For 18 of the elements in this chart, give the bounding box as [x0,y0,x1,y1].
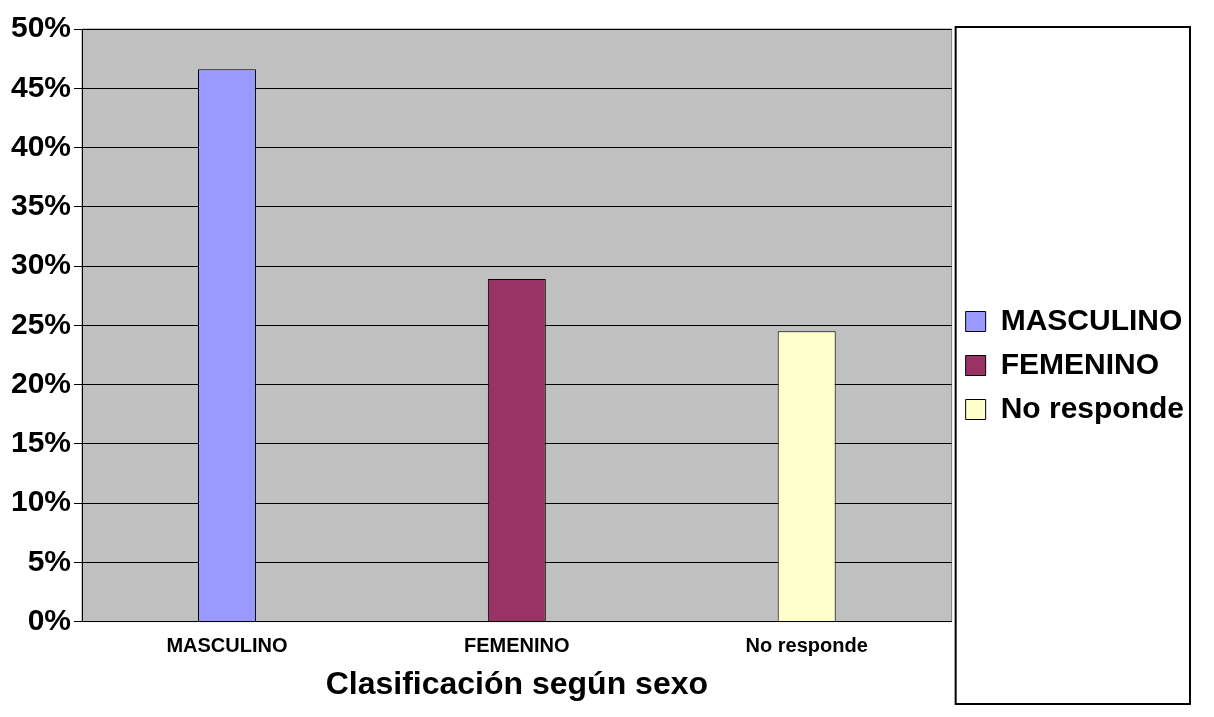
y-tick-label: 0% [27,602,72,636]
y-tick-label: 10% [11,484,72,518]
x-tick-label: FEMENINO [464,634,570,657]
y-tick-label: 40% [11,128,72,162]
y-tick-label: 30% [11,247,72,281]
legend-label: FEMENINO [1000,346,1159,380]
y-tick-label: 25% [11,306,72,340]
y-tick-label: 35% [11,188,72,222]
y-tick-label: 5% [27,543,72,577]
x-axis-title: Clasificación según sexo [325,664,709,701]
legend-label: No responde [1000,390,1184,424]
x-tick-label: No responde [745,634,868,657]
legend-label: MASCULINO [1000,302,1183,336]
y-tick-label: 50% [11,10,72,44]
x-tick-label: MASCULINO [166,634,288,657]
y-tick-label: 20% [11,365,72,399]
y-tick-label: 45% [11,69,72,103]
y-tick-label: 15% [11,425,72,459]
